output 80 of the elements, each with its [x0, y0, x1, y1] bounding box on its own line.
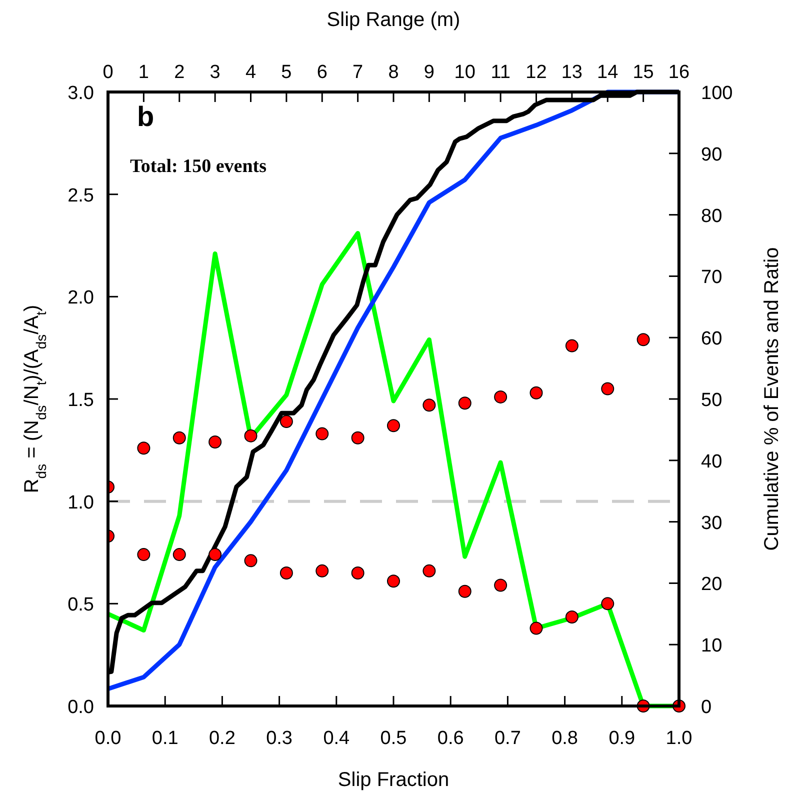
- point: [244, 554, 258, 568]
- x2-tick-label: 3: [210, 62, 220, 83]
- point: [280, 566, 293, 580]
- point: [351, 566, 364, 580]
- y2-tick-label: 70: [701, 267, 722, 288]
- y2-tick-label: 0: [701, 697, 712, 718]
- x-tick-label: 0.1: [152, 728, 178, 749]
- point: [601, 382, 614, 396]
- y-tick-label: 2.0: [68, 288, 94, 309]
- point: [172, 431, 186, 444]
- x2-tick-label: 10: [454, 62, 476, 83]
- y2-tick-label: 60: [701, 328, 722, 350]
- point: [316, 564, 329, 578]
- x2-tick-label: 1: [138, 62, 149, 83]
- point: [601, 597, 614, 610]
- point: [422, 564, 436, 578]
- x2-tick-label: 11: [490, 62, 510, 83]
- x2-tick-label: 15: [632, 62, 654, 83]
- x-tick-label: 0.8: [552, 728, 578, 749]
- x2-tick-label: 4: [245, 62, 256, 83]
- point: [494, 578, 508, 592]
- point: [316, 427, 329, 440]
- y2-tick-label: 90: [701, 144, 722, 166]
- x-tick-label: 0.5: [380, 728, 407, 749]
- x2-tick-label: 0: [102, 62, 114, 83]
- x-tick-label: 0.6: [437, 728, 464, 749]
- x-tick-label: 0.3: [266, 728, 293, 749]
- point: [530, 386, 543, 400]
- x-axis-title: Slip Fraction: [338, 769, 450, 791]
- point: [208, 548, 222, 562]
- x-tick-label: 0.7: [494, 728, 521, 749]
- x-tick-label: 1.0: [666, 728, 692, 749]
- y-tick-label: 0.0: [68, 697, 94, 718]
- x2-tick-label: 7: [352, 62, 364, 83]
- point: [137, 442, 150, 455]
- y2-tick-label: 100: [701, 83, 733, 104]
- y2-tick-label: 40: [701, 451, 722, 472]
- y2-tick-label: 10: [701, 636, 722, 657]
- x2-axis-title: Slip Range (m): [326, 9, 460, 31]
- x2-tick-label: 14: [597, 62, 619, 83]
- y-tick-label: 1.0: [68, 492, 94, 514]
- point: [244, 429, 258, 442]
- point: [172, 548, 186, 562]
- point: [458, 584, 472, 598]
- point: [387, 419, 400, 432]
- point: [494, 390, 508, 404]
- y2-tick-label: 30: [701, 512, 722, 534]
- point: [530, 622, 543, 635]
- point: [137, 548, 150, 562]
- point: [565, 339, 578, 352]
- x2-tick-label: 12: [526, 62, 547, 83]
- point: [387, 574, 400, 588]
- y-tick-label: 1.5: [68, 390, 94, 411]
- annotation: b: [137, 101, 154, 132]
- x2-tick-label: 2: [174, 62, 185, 83]
- point: [422, 398, 436, 412]
- point: [351, 431, 364, 444]
- point: [565, 610, 578, 624]
- x2-tick-label: 16: [668, 62, 690, 83]
- y2-tick-label: 80: [701, 206, 722, 227]
- x-tick-label: 0.4: [323, 728, 350, 749]
- point: [280, 415, 293, 428]
- x2-tick-label: 13: [561, 62, 583, 83]
- x-tick-label: 0.9: [608, 728, 636, 749]
- x-tick-label: 0.2: [208, 728, 236, 749]
- x-tick-label: 0.0: [94, 728, 122, 749]
- x2-tick-label: 5: [281, 62, 292, 83]
- x2-tick-label: 6: [316, 62, 328, 83]
- x2-tick-label: 8: [388, 62, 399, 83]
- point: [636, 333, 650, 346]
- x2-tick-label: 9: [424, 62, 434, 83]
- y2-tick-label: 20: [701, 574, 722, 596]
- annotation: Total: 150 events: [130, 156, 267, 177]
- point: [208, 435, 222, 448]
- y2-axis-title: Cumulative % of Events and Ratio: [761, 247, 783, 551]
- point: [458, 396, 472, 410]
- y-tick-label: 2.5: [68, 185, 94, 206]
- y-tick-label: 3.0: [68, 83, 94, 104]
- y-tick-label: 0.5: [68, 594, 94, 616]
- y2-tick-label: 50: [701, 390, 722, 411]
